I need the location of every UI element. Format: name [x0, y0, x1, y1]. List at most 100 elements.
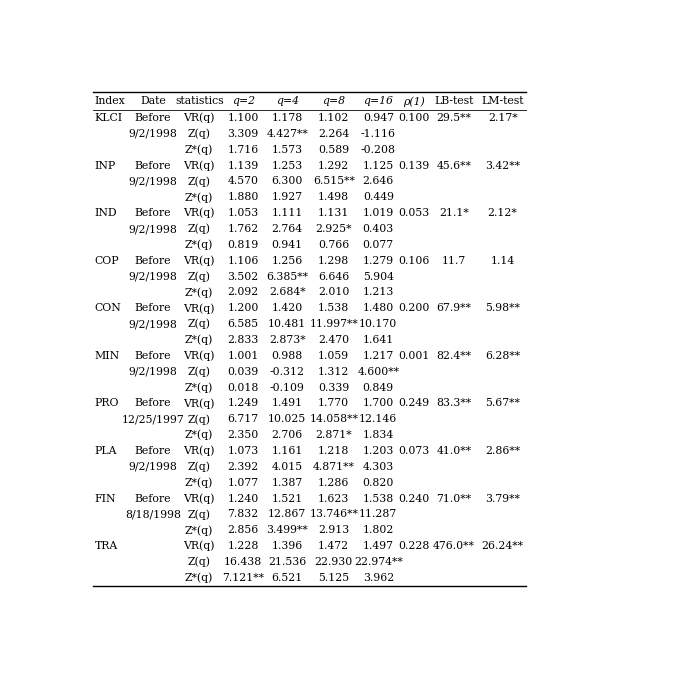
Text: 1.249: 1.249: [228, 399, 259, 408]
Text: 0.228: 0.228: [398, 541, 430, 551]
Text: 1.073: 1.073: [228, 446, 259, 456]
Text: 3.309: 3.309: [228, 129, 259, 139]
Text: 1.802: 1.802: [363, 526, 394, 535]
Text: 9/2/1998: 9/2/1998: [128, 272, 177, 281]
Text: 1.641: 1.641: [363, 335, 394, 345]
Text: 2.913: 2.913: [318, 526, 349, 535]
Text: VR(q): VR(q): [184, 350, 215, 361]
Text: Before: Before: [134, 161, 171, 170]
Text: Z(q): Z(q): [188, 414, 211, 424]
Text: 5.98**: 5.98**: [485, 304, 520, 313]
Text: MIN: MIN: [95, 351, 120, 361]
Text: statistics: statistics: [175, 96, 223, 106]
Text: 6.521: 6.521: [271, 573, 303, 583]
Text: 1.387: 1.387: [271, 477, 303, 488]
Text: Before: Before: [134, 446, 171, 456]
Text: 1.472: 1.472: [318, 541, 349, 551]
Text: 1.106: 1.106: [228, 255, 259, 266]
Text: 1.218: 1.218: [318, 446, 349, 456]
Text: 1.292: 1.292: [318, 161, 349, 170]
Text: -0.312: -0.312: [269, 366, 305, 377]
Text: 4.570: 4.570: [228, 177, 259, 186]
Text: Before: Before: [134, 351, 171, 361]
Text: INP: INP: [95, 161, 116, 170]
Text: 2.706: 2.706: [271, 430, 303, 440]
Text: LM-test: LM-test: [482, 96, 524, 106]
Text: Z(q): Z(q): [188, 319, 211, 329]
Text: 0.849: 0.849: [363, 383, 394, 392]
Text: 6.300: 6.300: [271, 177, 303, 186]
Text: 1.161: 1.161: [271, 446, 303, 456]
Text: 1.521: 1.521: [271, 493, 303, 503]
Text: 1.498: 1.498: [318, 192, 349, 202]
Text: 6.28**: 6.28**: [485, 351, 520, 361]
Text: 0.589: 0.589: [318, 144, 349, 155]
Text: 6.717: 6.717: [228, 415, 259, 424]
Text: PRO: PRO: [95, 399, 119, 408]
Text: 2.86**: 2.86**: [485, 446, 520, 456]
Text: 4.600**: 4.600**: [357, 366, 400, 377]
Text: VR(q): VR(q): [184, 493, 215, 504]
Text: 2.470: 2.470: [318, 335, 349, 345]
Text: Z(q): Z(q): [188, 366, 211, 377]
Text: Z(q): Z(q): [188, 557, 211, 567]
Text: 1.256: 1.256: [271, 255, 303, 266]
Text: 9/2/1998: 9/2/1998: [128, 366, 177, 377]
Text: 3.42**: 3.42**: [485, 161, 520, 170]
Text: 1.834: 1.834: [363, 430, 394, 440]
Text: Z(q): Z(q): [188, 128, 211, 139]
Text: 29.5**: 29.5**: [436, 113, 471, 123]
Text: 11.7: 11.7: [442, 255, 466, 266]
Text: 2.646: 2.646: [363, 177, 394, 186]
Text: 41.0**: 41.0**: [436, 446, 472, 456]
Text: q=2: q=2: [232, 96, 255, 106]
Text: -0.208: -0.208: [361, 144, 396, 155]
Text: FIN: FIN: [95, 493, 116, 503]
Text: 3.79**: 3.79**: [485, 493, 520, 503]
Text: 0.766: 0.766: [318, 240, 349, 250]
Text: 7.832: 7.832: [228, 510, 259, 519]
Text: 0.018: 0.018: [228, 383, 259, 392]
Text: 11.997**: 11.997**: [310, 319, 358, 329]
Text: 0.053: 0.053: [399, 208, 429, 218]
Text: 1.100: 1.100: [228, 113, 259, 123]
Text: 2.392: 2.392: [228, 462, 259, 472]
Text: Z(q): Z(q): [188, 461, 211, 472]
Text: 0.139: 0.139: [399, 161, 429, 170]
Text: IND: IND: [95, 208, 117, 218]
Text: 1.298: 1.298: [318, 255, 349, 266]
Text: 4.015: 4.015: [271, 462, 303, 472]
Text: 3.962: 3.962: [363, 573, 394, 583]
Text: LB-test: LB-test: [434, 96, 474, 106]
Text: -1.116: -1.116: [361, 129, 396, 139]
Text: 67.9**: 67.9**: [436, 304, 471, 313]
Text: 2.350: 2.350: [228, 430, 259, 440]
Text: 6.385**: 6.385**: [266, 272, 308, 281]
Text: 1.14: 1.14: [491, 255, 515, 266]
Text: VR(q): VR(q): [184, 255, 215, 266]
Text: 21.1*: 21.1*: [439, 208, 469, 218]
Text: 6.515**: 6.515**: [313, 177, 355, 186]
Text: 1.131: 1.131: [318, 208, 349, 218]
Text: VR(q): VR(q): [184, 446, 215, 456]
Text: Z*(q): Z*(q): [185, 192, 214, 202]
Text: 0.403: 0.403: [363, 224, 394, 234]
Text: 9/2/1998: 9/2/1998: [128, 462, 177, 472]
Text: 1.228: 1.228: [228, 541, 259, 551]
Text: 1.053: 1.053: [228, 208, 259, 218]
Text: 11.287: 11.287: [359, 510, 397, 519]
Text: 83.3**: 83.3**: [436, 399, 472, 408]
Text: Z*(q): Z*(q): [185, 144, 214, 155]
Text: Before: Before: [134, 113, 171, 123]
Text: 0.200: 0.200: [398, 304, 430, 313]
Text: Z*(q): Z*(q): [185, 383, 214, 393]
Text: 1.770: 1.770: [318, 399, 349, 408]
Text: Before: Before: [134, 255, 171, 266]
Text: 0.249: 0.249: [399, 399, 429, 408]
Text: 22.930: 22.930: [315, 557, 353, 567]
Text: 1.077: 1.077: [228, 477, 259, 488]
Text: Z*(q): Z*(q): [185, 572, 214, 583]
Text: Index: Index: [95, 96, 125, 106]
Text: 9/2/1998: 9/2/1998: [128, 129, 177, 139]
Text: 1.111: 1.111: [271, 208, 303, 218]
